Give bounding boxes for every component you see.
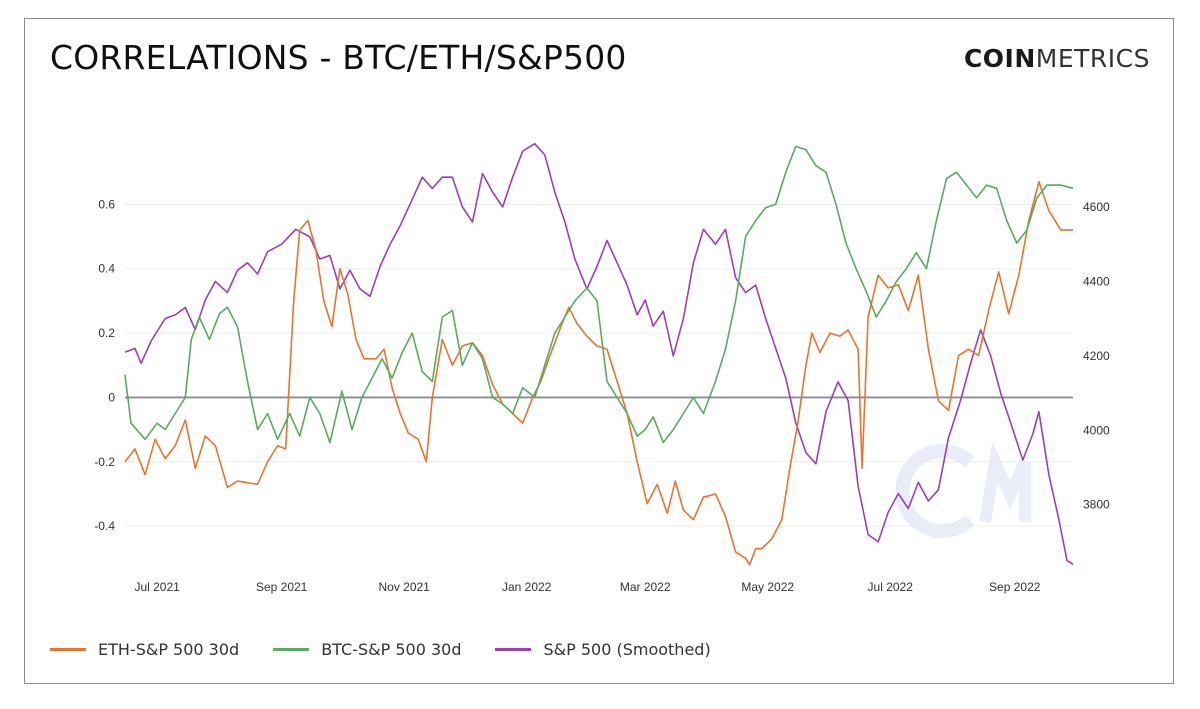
logo-light-text: METRICS — [1035, 44, 1150, 73]
legend-label: ETH-S&P 500 30d — [98, 640, 240, 659]
y-left-tick-label: 0.6 — [98, 197, 115, 211]
legend-swatch — [495, 648, 532, 651]
x-tick-label: Sep 2022 — [989, 580, 1041, 594]
x-tick-label: Jan 2022 — [502, 580, 552, 594]
y-left-tick-label: 0 — [108, 390, 115, 404]
legend-swatch — [50, 648, 86, 651]
x-tick-label: Sep 2021 — [256, 580, 308, 594]
legend-item: BTC-S&P 500 30d — [273, 640, 461, 659]
series-line-2 — [124, 142, 1074, 565]
legend-swatch — [273, 648, 310, 651]
series-line-1 — [124, 145, 1074, 444]
y-right-tick-label: 4000 — [1083, 423, 1110, 437]
series-line-0 — [124, 181, 1073, 566]
y-right-tick-label: 4400 — [1083, 274, 1110, 288]
legend-item: ETH-S&P 500 30d — [50, 640, 239, 659]
chart-title: CORRELATIONS - BTC/ETH/S&P500 — [50, 38, 627, 77]
legend-item: S&P 500 (Smoothed) — [495, 640, 711, 659]
y-right-tick-label: 4200 — [1083, 349, 1110, 363]
y-right-tick-label: 4600 — [1083, 200, 1110, 214]
legend-label: S&P 500 (Smoothed) — [543, 640, 711, 659]
y-left-tick-label: -0.4 — [94, 519, 115, 533]
chart-legend: ETH-S&P 500 30d BTC-S&P 500 30d S&P 500 (S… — [50, 640, 711, 659]
x-tick-label: Nov 2021 — [378, 580, 430, 594]
coinmetrics-logo: COINMETRICS — [964, 44, 1150, 73]
y-left-tick-label: 0.2 — [98, 326, 115, 340]
x-tick-label: May 2022 — [741, 580, 794, 594]
x-tick-label: Mar 2022 — [620, 580, 671, 594]
x-tick-label: Jul 2021 — [134, 580, 180, 594]
y-left-tick-label: 0.4 — [98, 262, 115, 276]
y-right-tick-label: 3800 — [1083, 498, 1110, 512]
y-left-tick-label: -0.2 — [94, 455, 115, 469]
x-tick-label: Jul 2022 — [868, 580, 914, 594]
cm-watermark-icon — [895, 441, 1031, 538]
logo-bold-text: COIN — [963, 44, 1036, 73]
chart-frame — [24, 18, 1174, 684]
legend-label: BTC-S&P 500 30d — [321, 640, 462, 659]
